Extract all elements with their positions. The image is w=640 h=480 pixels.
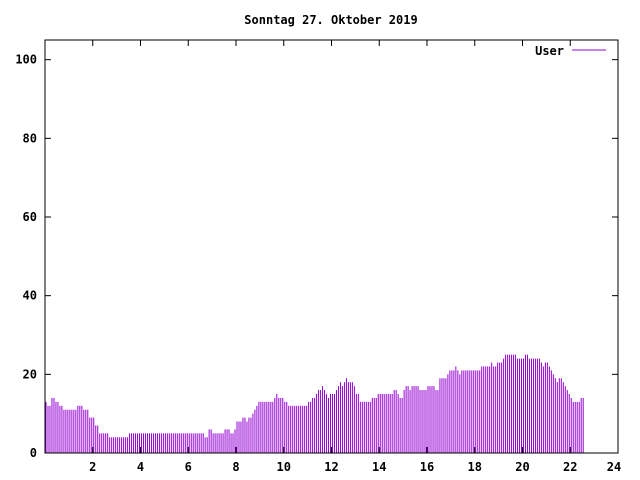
x-tick-label: 8	[232, 460, 239, 474]
x-axis: 2 4 6 8 10 12 14 16 18 20 22 24	[89, 40, 621, 474]
x-tick-label: 18	[468, 460, 482, 474]
legend-label-user: User	[535, 44, 564, 58]
y-tick-label: 20	[23, 367, 37, 381]
bar-series-user	[45, 354, 584, 453]
x-tick-label: 6	[185, 460, 192, 474]
x-tick-label: 22	[563, 460, 577, 474]
x-tick-label: 4	[137, 460, 144, 474]
y-tick-label: 60	[23, 210, 37, 224]
x-tick-label: 20	[515, 460, 529, 474]
chart-title: Sonntag 27. Oktober 2019	[244, 13, 417, 27]
y-tick-label: 0	[30, 446, 37, 460]
y-axis: 0 20 40 60 80 100	[15, 53, 618, 460]
x-tick-label: 16	[420, 460, 434, 474]
y-tick-label: 80	[23, 131, 37, 145]
y-tick-label: 100	[15, 53, 37, 67]
x-tick-label: 24	[607, 460, 621, 474]
legend: User	[535, 44, 606, 58]
x-tick-label: 12	[324, 460, 338, 474]
plot-frame	[44, 39, 619, 454]
y-tick-label: 40	[23, 289, 37, 303]
x-tick-label: 10	[277, 460, 291, 474]
x-tick-label: 14	[372, 460, 386, 474]
x-tick-label: 2	[89, 460, 96, 474]
